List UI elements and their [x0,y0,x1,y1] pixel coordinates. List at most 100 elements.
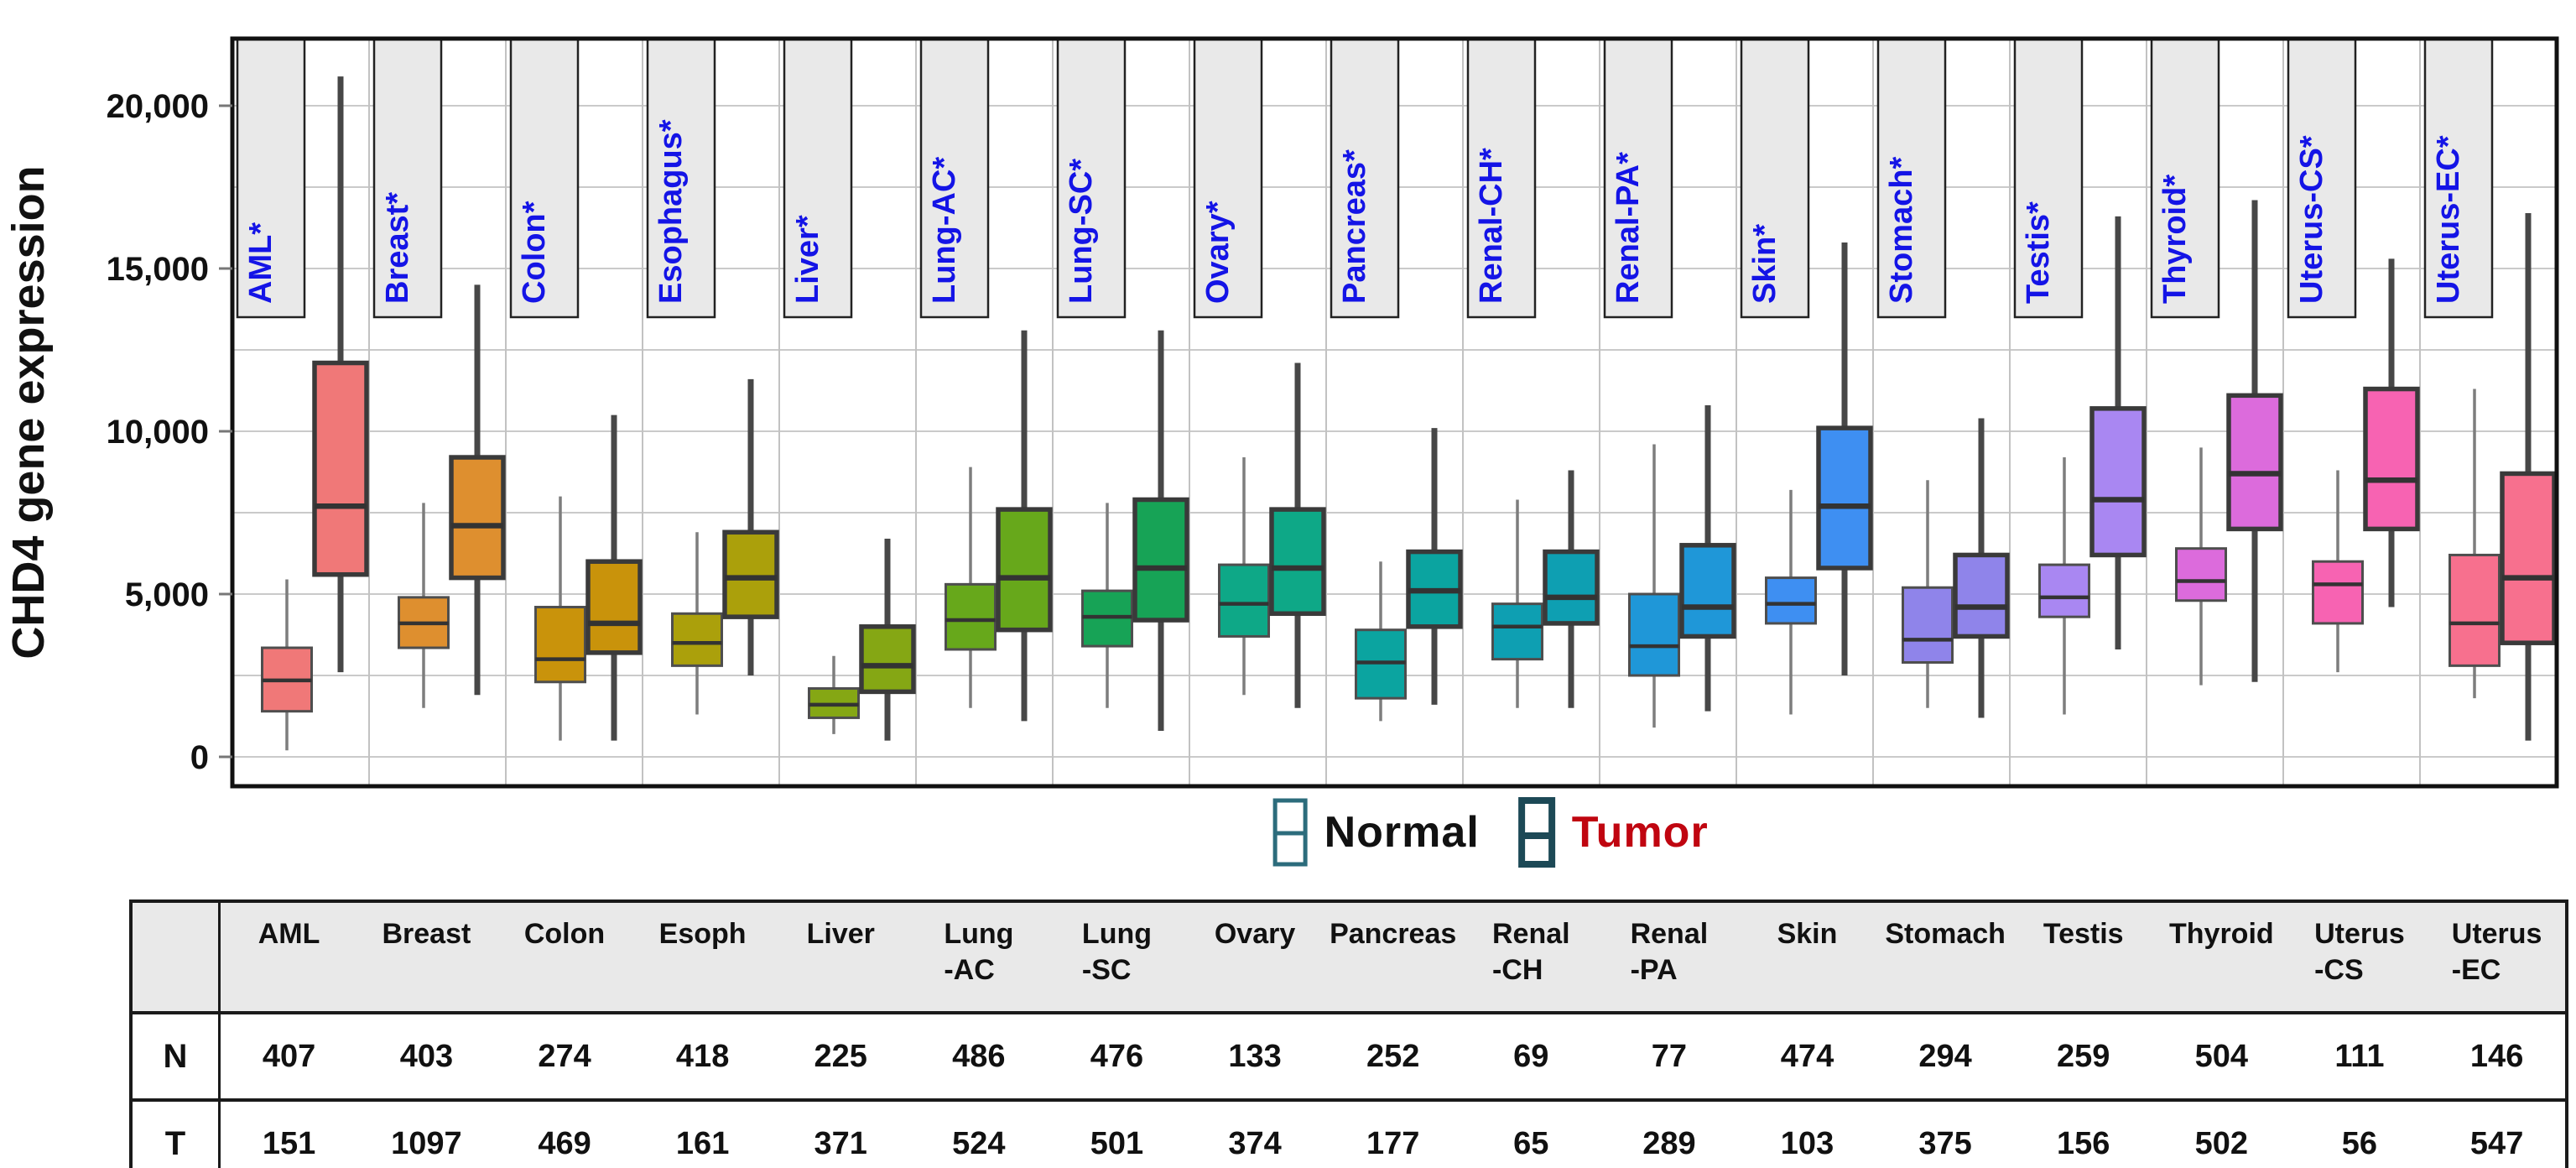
category-label: Pancreas* [1337,149,1372,304]
table-cell: 177 [1324,1098,1462,1168]
box [1902,586,1954,664]
table-body: N 407 403 274 418 225 486 476 133 252 69 77 474 294 25… [131,1013,2567,1168]
category-label-box [2287,37,2357,319]
category-label-box [1740,37,1810,319]
box [945,582,997,651]
y-tick-label: 10,000 [107,414,209,451]
table-cell: 274 [495,1013,634,1100]
table-cell: 77 [1600,1013,1739,1100]
table-cell: 474 [1738,1013,1876,1100]
box [671,612,723,667]
table-column-header: Testis [2014,901,2153,1014]
table-column-header: Lung -AC [909,901,1049,1014]
table-cell: 469 [495,1098,634,1168]
box [1218,563,1270,638]
box [312,360,369,577]
category-label-box [1603,37,1673,319]
table-cell: 289 [1600,1098,1739,1168]
table-column-header: Colon [495,901,634,1014]
category-label: Stomach* [1884,157,1919,304]
box [1491,602,1543,661]
box [859,624,916,695]
category-label: Lung-SC* [1064,159,1099,304]
table-header-row: AML Breast Colon Esoph Liver Lung -AC Lung -SC… [131,901,2567,1014]
table-column-header: Liver [771,901,910,1014]
table-header: AML Breast Colon Esoph Liver Lung -AC Lung -SC… [131,901,2567,1014]
box [2226,393,2283,532]
table-column-header-text: Stomach [1885,918,2006,950]
table-cell: 476 [1048,1013,1186,1100]
table-column-header-text: AML [258,918,320,950]
y-tick-label: 0 [190,739,209,776]
table-cell: 374 [1185,1098,1324,1168]
table-cell: 252 [1324,1013,1462,1100]
box [722,529,779,619]
category-label: Uterus-EC* [2431,135,2466,304]
box [2312,560,2364,625]
category-label: Uterus-CS* [2294,135,2329,304]
table-cell: 371 [771,1098,910,1168]
table-column-header: Thyroid [2152,901,2291,1014]
box [449,455,506,581]
table-cell: 65 [1461,1098,1600,1168]
box [996,507,1053,633]
category-label: Breast* [380,192,415,304]
category-label-box [1876,37,1947,319]
table-column-header-text: Ovary [1214,918,1296,950]
table-row: T 151 1097 469 161 371 524 501 374 177 65 289 103 375… [131,1098,2567,1168]
category-label-box [2150,37,2220,319]
box [1543,549,1600,626]
y-axis-title: CHD4 gene expression [3,165,54,659]
category-label: Ovary* [1200,201,1236,304]
table-column-header-text: Uterus -CS [2314,918,2405,986]
plot-border [230,36,2559,789]
table-column-header: Ovary [1185,901,1324,1014]
table-cell: 133 [1185,1013,1324,1100]
category-label: Liver* [790,215,825,304]
category-label: AML* [243,222,278,304]
category-label-box [372,37,443,319]
table-row: N 407 403 274 418 225 486 476 133 252 69 77 474 294 25… [131,1013,2567,1100]
table-cell: 146 [2428,1013,2567,1100]
box [534,606,586,684]
table-column-header-text: Skin [1777,918,1838,950]
y-tick-label: 15,000 [107,251,209,288]
table-cell: 294 [1876,1013,2015,1100]
table-cell: 225 [771,1013,910,1100]
category-label-box [1330,37,1400,319]
tumor-legend-label: Tumor [1571,808,1709,857]
table-column-header: Uterus -CS [2290,901,2429,1014]
table-column-header-text: Pancreas [1330,918,1457,950]
category-label-box [1466,37,1537,319]
table-cell: 504 [2152,1013,2291,1100]
category-label-box [783,37,853,319]
box [2363,386,2420,532]
category-label: Testis* [2021,201,2056,304]
category-label-box [236,37,306,319]
category-label: Renal-CH* [1474,148,1509,304]
table-cell: 501 [1048,1098,1186,1168]
table-column-header-text: Testis [2043,918,2124,950]
table-cell: 259 [2014,1013,2153,1100]
chart-legend: Normal Tumor [1271,795,1709,869]
box [2038,563,2090,618]
box [2449,553,2501,667]
table-cell: 156 [2014,1098,2153,1168]
table-column-header: AML [219,901,358,1014]
normal-boxplot-icon [1272,798,1308,867]
table-cell: 103 [1738,1098,1876,1168]
box [1132,497,1189,623]
table-column-header: Lung -SC [1048,901,1186,1014]
table-cell: 502 [2152,1098,2291,1168]
box [2089,406,2147,558]
table-cell: 69 [1461,1013,1600,1100]
sample-counts-table: AML Breast Colon Esoph Liver Lung -AC Lung -SC… [129,899,2568,1168]
table-cell: 418 [633,1013,772,1100]
category-label-box [509,37,580,319]
table-cell: 1097 [357,1098,496,1168]
box [2500,471,2557,645]
box [1953,552,2010,639]
table-cell: 161 [633,1098,772,1168]
table-cell: 56 [2290,1098,2429,1168]
